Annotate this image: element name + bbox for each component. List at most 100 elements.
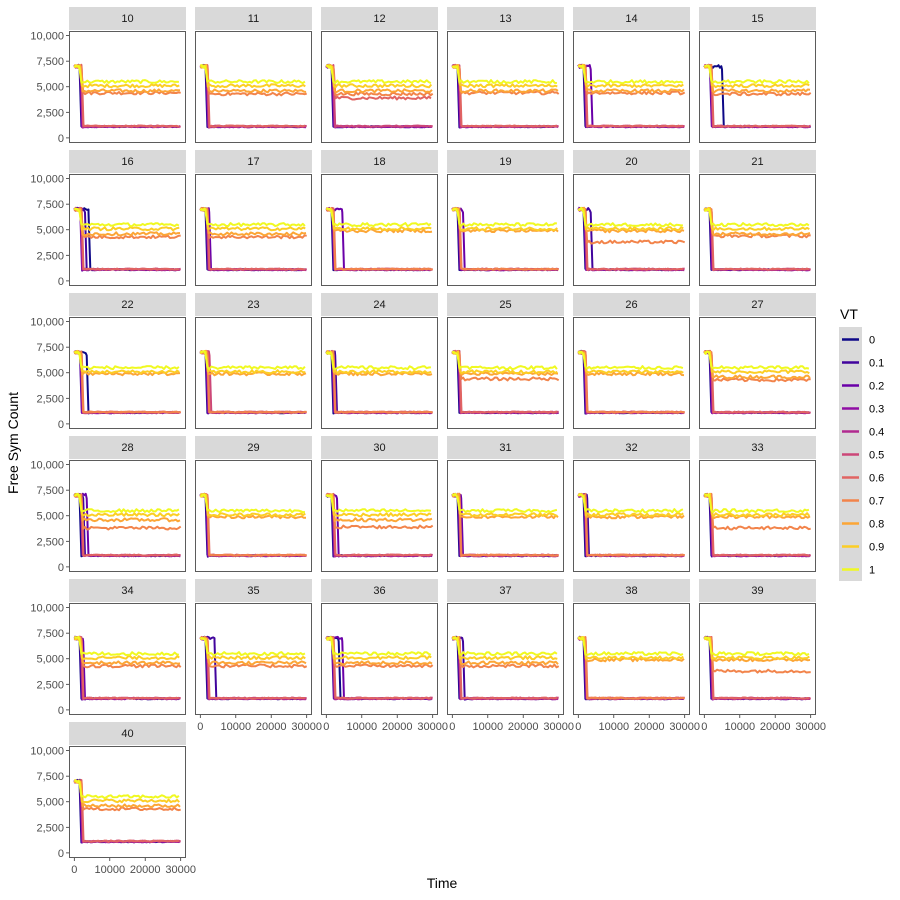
series-group xyxy=(73,635,182,701)
x-tick-label: 0 xyxy=(701,721,707,733)
y-tick-label: 7,500 xyxy=(36,485,64,497)
series-line-vt-0.6 xyxy=(325,492,431,557)
series-line-vt-1 xyxy=(703,350,810,371)
series-line-vt-0.8 xyxy=(703,207,811,237)
series-line-vt-0.9 xyxy=(73,493,180,518)
facet-strip xyxy=(69,436,186,459)
facet-strip-label: 24 xyxy=(373,299,385,311)
series-line-vt-0.9 xyxy=(325,63,433,89)
series-line-vt-0.7 xyxy=(199,493,307,557)
series-line-vt-0.5 xyxy=(326,64,433,128)
facet-panel-36: 36 0 10000 20000 30000 xyxy=(321,579,448,733)
series-line-vt-0.7 xyxy=(703,350,811,383)
x-tick-label: 0 xyxy=(575,721,581,733)
series-line-vt-0.6 xyxy=(200,64,306,128)
facet-strip-label: 17 xyxy=(247,156,259,168)
legend-title: VT xyxy=(840,306,858,322)
series-line-vt-0.9 xyxy=(451,207,558,232)
series-line-vt-1 xyxy=(577,636,684,656)
facet-strip xyxy=(195,150,312,173)
facet-strip xyxy=(573,150,690,173)
series-line-vt-0.9 xyxy=(74,780,181,804)
y-tick-label: 5,000 xyxy=(36,797,64,809)
series-line-vt-0.7 xyxy=(704,636,811,674)
series-line-vt-0.8 xyxy=(73,493,181,523)
series-line-vt-0.8 xyxy=(199,350,307,377)
y-tick-label: 5,000 xyxy=(36,511,64,523)
x-tick-label: 0 xyxy=(449,721,455,733)
series-line-vt-0.6 xyxy=(199,635,305,700)
series-group xyxy=(577,349,685,415)
legend-label: 0 xyxy=(869,335,875,347)
facet-strip xyxy=(573,579,690,602)
facet-strip-label: 25 xyxy=(499,299,511,311)
series-line-vt-0.6 xyxy=(451,63,558,128)
series-line-vt-1 xyxy=(452,636,558,657)
facet-strip-label: 31 xyxy=(499,442,511,454)
series-line-vt-1 xyxy=(199,64,306,85)
series-line-vt-0.9 xyxy=(577,636,684,661)
facet-strip-label: 37 xyxy=(499,585,511,597)
series-line-vt-0.9 xyxy=(703,350,810,375)
series-line-vt-0.7 xyxy=(451,492,559,557)
series-line-vt-0.7 xyxy=(578,492,685,557)
series-line-vt-1 xyxy=(451,65,557,85)
legend-label: 1 xyxy=(869,565,875,577)
y-axis-title: Free Sym Count xyxy=(5,392,21,494)
series-line-vt-0.8 xyxy=(325,64,433,94)
series-line-vt-0.9 xyxy=(451,64,558,89)
x-tick-label: 30000 xyxy=(165,864,196,876)
x-tick-label: 20000 xyxy=(760,721,791,733)
series-line-vt-0.9 xyxy=(325,493,432,518)
series-line-vt-0.9 xyxy=(704,637,810,661)
series-line-vt-0.9 xyxy=(451,492,558,518)
series-group xyxy=(199,63,308,129)
series-line-vt-0.8 xyxy=(325,493,433,523)
panel-border xyxy=(321,460,438,572)
series-line-vt-0.9 xyxy=(326,207,432,232)
y-tick-label: 2,500 xyxy=(36,393,64,405)
y-tick-label: 2,500 xyxy=(36,822,64,834)
series-line-vt-0.8 xyxy=(703,493,811,520)
facet-strip xyxy=(321,436,438,459)
facet-panel-35: 35 0 10000 20000 30000 xyxy=(195,579,322,733)
facet-panel-33: 33 xyxy=(699,436,816,572)
y-tick-label: 5,000 xyxy=(36,654,64,666)
series-group xyxy=(703,63,812,129)
x-tick-label: 10000 xyxy=(724,721,755,733)
series-line-vt-0.6 xyxy=(703,65,810,128)
facet-panel-39: 39 0 10000 20000 30000 xyxy=(699,579,826,733)
x-tick-label: 20000 xyxy=(130,864,161,876)
facet-panel-21: 21 xyxy=(699,150,816,286)
series-line-vt-1 xyxy=(74,207,180,228)
facet-strip-label: 39 xyxy=(751,585,763,597)
series-line-vt-1 xyxy=(577,64,684,85)
x-tick-label: 30000 xyxy=(543,721,574,733)
legend-label: 0.8 xyxy=(869,519,884,531)
series-line-vt-0.6 xyxy=(451,349,558,414)
x-tick-label: 10000 xyxy=(94,864,125,876)
series-line-vt-0.9 xyxy=(73,64,180,89)
series-group xyxy=(73,206,181,272)
facet-strip xyxy=(69,150,186,173)
series-line-vt-0.7 xyxy=(73,207,181,240)
series-line-vt-0.8 xyxy=(703,350,811,380)
series-line-vt-0.7 xyxy=(326,350,433,414)
series-line-vt-0.7 xyxy=(325,208,433,271)
facet-panel-37: 37 0 10000 20000 30000 xyxy=(447,579,574,733)
series-line-vt-0.8 xyxy=(452,636,559,666)
series-line-vt-0.9 xyxy=(200,636,306,661)
facet-panel-31: 31 xyxy=(447,436,564,572)
y-tick-label: 0 xyxy=(58,705,64,717)
series-line-vt-1 xyxy=(199,636,306,657)
series-group xyxy=(325,492,434,558)
facet-panel-16: 16 0 2,500 5,000 7,500 10,000 xyxy=(30,150,186,288)
x-tick-label: 10000 xyxy=(598,721,629,733)
x-tick-label: 0 xyxy=(323,721,329,733)
facet-strip-label: 30 xyxy=(373,442,385,454)
facet-strip xyxy=(447,7,564,30)
x-tick-label: 30000 xyxy=(795,721,826,733)
facet-strip xyxy=(699,150,816,173)
y-tick-label: 7,500 xyxy=(36,628,64,640)
series-line-vt-0.6 xyxy=(703,349,810,414)
